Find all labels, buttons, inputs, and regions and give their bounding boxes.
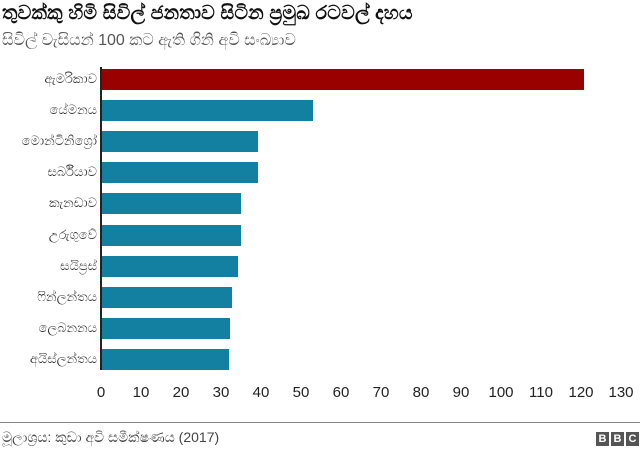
x-tick-label: 10	[132, 384, 150, 401]
category-label: සයිප්‍රස්	[60, 257, 97, 273]
bar	[102, 317, 230, 339]
category-label: සර්බියාව	[47, 164, 97, 180]
bar	[102, 286, 232, 308]
bar	[102, 348, 229, 370]
category-label: යේමනය	[49, 102, 97, 118]
bar	[102, 131, 259, 153]
x-tick-label: 120	[568, 384, 594, 401]
category-label: ෆින්ලන්තය	[37, 288, 97, 304]
bar	[102, 100, 314, 122]
y-axis-line	[100, 67, 102, 370]
bar-chart: ඇමරිකාව යේමනය මොන්ටිනිග්‍රෝ සර්බියාව කැනඩාව උ…	[21, 67, 634, 401]
x-tick-label: 0	[96, 384, 106, 401]
bar	[102, 224, 241, 246]
chart-subtitle: සිවිල් වැසියන් 100 කට ඇති ගිනි අවි සංඛ්‍…	[2, 32, 296, 49]
category-label: අයිස්ලන්තය	[29, 350, 97, 366]
bar	[102, 193, 241, 215]
bar	[102, 69, 584, 90]
x-tick-label: 40	[252, 384, 270, 401]
x-tick-label: 130	[608, 384, 634, 401]
x-tick-label: 50	[292, 384, 310, 401]
bar	[102, 255, 238, 277]
category-label: ඇමරිකාව	[44, 71, 97, 86]
bbc-logo-letter: B	[611, 432, 624, 446]
category-label: මොන්ටිනිග්‍රෝ	[21, 133, 97, 149]
category-label: කැනඩාව	[49, 195, 97, 211]
x-tick-label: 30	[212, 384, 230, 401]
category-label: උරුගුවේ	[48, 226, 97, 242]
x-tick-label: 90	[452, 384, 470, 401]
x-tick-label: 110	[529, 384, 553, 401]
x-tick-label: 70	[372, 384, 390, 401]
x-tick-label: 100	[488, 384, 514, 401]
source-note: මූලාශ්‍රය: කුඩා අවි සමීක්ෂණය (2017)	[2, 429, 220, 445]
x-tick-label: 80	[412, 384, 430, 401]
bbc-logo: B B C	[596, 432, 639, 446]
category-label: ලෙබනනය	[38, 319, 97, 335]
footer-divider	[0, 422, 640, 423]
chart-title: තුවක්කු හිමි සිවිල් ජනතාව සිටින ප්‍රමුඛ …	[2, 3, 413, 24]
x-tick-label: 60	[332, 384, 350, 401]
bbc-logo-letter: B	[596, 432, 609, 446]
bar	[102, 162, 259, 184]
x-tick-label: 20	[172, 384, 190, 401]
bbc-logo-letter: C	[626, 432, 639, 446]
